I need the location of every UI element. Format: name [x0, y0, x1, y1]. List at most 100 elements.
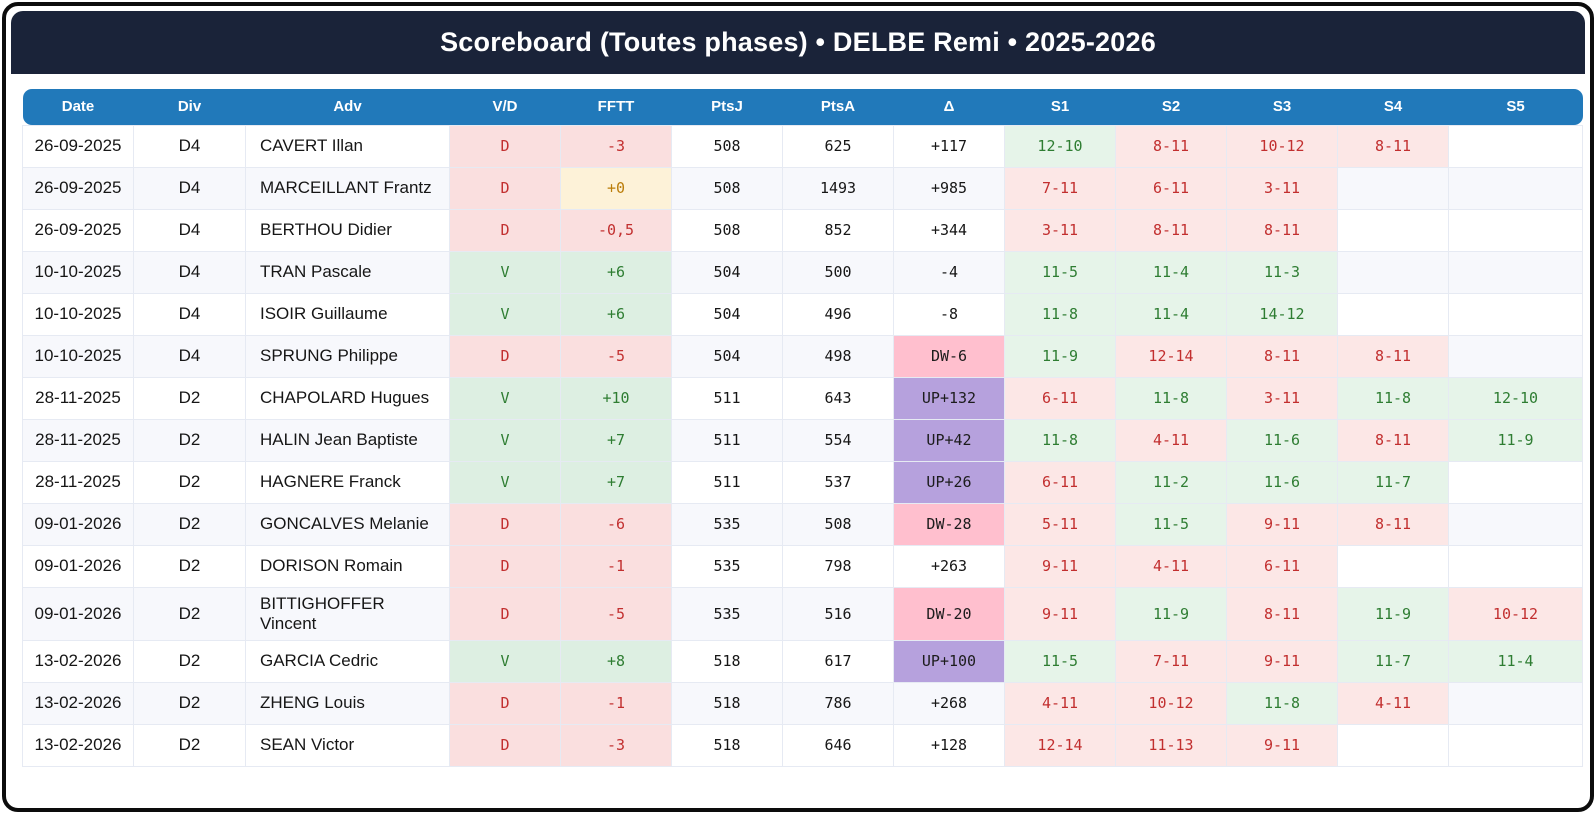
cell-delta: UP+100	[893, 639, 1005, 683]
cell-fftt-points: +10	[560, 376, 672, 420]
cell-adversary: MARCEILLANT Frantz	[245, 166, 450, 210]
cell-set-3: 9-11	[1226, 723, 1338, 767]
cell-set-2: 7-11	[1115, 639, 1227, 683]
cell-division: D2	[133, 681, 246, 725]
cell-set-3: 10-12	[1226, 124, 1338, 168]
header-row: Date Div Adv V/D FFTT PtsJ PtsA Δ S1 S2 S3 S4 S5	[22, 89, 1583, 125]
cell-set-1: 11-5	[1004, 639, 1116, 683]
cell-set-1: 11-8	[1004, 418, 1116, 462]
cell-set-2: 12-14	[1115, 334, 1227, 378]
cell-result: D	[449, 334, 561, 378]
cell-fftt-points: +7	[560, 460, 672, 504]
cell-delta: +117	[893, 124, 1005, 168]
cell-set-2: 10-12	[1115, 681, 1227, 725]
cell-points-adversary: 516	[782, 586, 894, 641]
cell-fftt-points: +7	[560, 418, 672, 462]
cell-fftt-points: -6	[560, 502, 672, 546]
cell-set-5	[1448, 460, 1583, 504]
cell-delta: +268	[893, 681, 1005, 725]
cell-points-player: 508	[671, 124, 783, 168]
cell-set-3: 8-11	[1226, 208, 1338, 252]
cell-adversary: HAGNERE Franck	[245, 460, 450, 504]
cell-points-player: 511	[671, 418, 783, 462]
cell-set-3: 9-11	[1226, 639, 1338, 683]
cell-set-3: 8-11	[1226, 334, 1338, 378]
cell-adversary: DORISON Romain	[245, 544, 450, 588]
table-row: 26-09-2025 D4 CAVERT Illan D -3 508 625 +117 12-…	[22, 124, 1583, 168]
cell-set-1: 12-10	[1004, 124, 1116, 168]
cell-points-player: 504	[671, 292, 783, 336]
cell-fftt-points: +6	[560, 292, 672, 336]
title-bar: Scoreboard (Toutes phases) • DELBE Remi …	[11, 11, 1585, 74]
cell-set-5	[1448, 681, 1583, 725]
cell-points-player: 518	[671, 639, 783, 683]
cell-result: V	[449, 418, 561, 462]
cell-delta: +985	[893, 166, 1005, 210]
cell-division: D4	[133, 124, 246, 168]
cell-points-player: 535	[671, 586, 783, 641]
cell-delta: UP+26	[893, 460, 1005, 504]
cell-set-5: 11-4	[1448, 639, 1583, 683]
cell-set-5	[1448, 334, 1583, 378]
cell-set-4	[1337, 292, 1449, 336]
cell-set-4: 11-9	[1337, 586, 1449, 641]
cell-delta: UP+42	[893, 418, 1005, 462]
cell-adversary: TRAN Pascale	[245, 250, 450, 294]
cell-set-1: 5-11	[1004, 502, 1116, 546]
cell-set-4	[1337, 544, 1449, 588]
cell-set-1: 9-11	[1004, 586, 1116, 641]
cell-points-player: 508	[671, 208, 783, 252]
cell-points-adversary: 786	[782, 681, 894, 725]
column-header-delta: Δ	[893, 89, 1005, 125]
cell-points-adversary: 554	[782, 418, 894, 462]
cell-date: 13-02-2026	[22, 681, 134, 725]
cell-set-5	[1448, 723, 1583, 767]
cell-result: D	[449, 586, 561, 641]
cell-set-1: 6-11	[1004, 376, 1116, 420]
cell-delta: +128	[893, 723, 1005, 767]
cell-fftt-points: -5	[560, 586, 672, 641]
cell-set-4: 8-11	[1337, 334, 1449, 378]
cell-set-3: 6-11	[1226, 544, 1338, 588]
cell-division: D2	[133, 723, 246, 767]
cell-points-player: 504	[671, 250, 783, 294]
cell-set-2: 11-4	[1115, 292, 1227, 336]
column-header-fftt: FFTT	[560, 89, 672, 125]
cell-points-adversary: 500	[782, 250, 894, 294]
cell-fftt-points: -3	[560, 723, 672, 767]
cell-result: D	[449, 502, 561, 546]
cell-points-adversary: 537	[782, 460, 894, 504]
cell-adversary: HALIN Jean Baptiste	[245, 418, 450, 462]
cell-fftt-points: +8	[560, 639, 672, 683]
cell-set-3: 9-11	[1226, 502, 1338, 546]
cell-date: 26-09-2025	[22, 166, 134, 210]
cell-adversary: GARCIA Cedric	[245, 639, 450, 683]
table-row: 10-10-2025 D4 SPRUNG Philippe D -5 504 498 DW-6…	[22, 334, 1583, 378]
cell-fftt-points: -1	[560, 544, 672, 588]
cell-set-5	[1448, 544, 1583, 588]
cell-set-5	[1448, 502, 1583, 546]
cell-division: D4	[133, 208, 246, 252]
table-row: 09-01-2026 D2 DORISON Romain D -1 535 798 +263 9…	[22, 544, 1583, 588]
cell-set-4	[1337, 166, 1449, 210]
cell-set-1: 4-11	[1004, 681, 1116, 725]
cell-points-player: 535	[671, 502, 783, 546]
cell-date: 26-09-2025	[22, 208, 134, 252]
cell-set-3: 3-11	[1226, 376, 1338, 420]
cell-fftt-points: -5	[560, 334, 672, 378]
cell-adversary: CAVERT Illan	[245, 124, 450, 168]
cell-result: D	[449, 208, 561, 252]
cell-date: 10-10-2025	[22, 250, 134, 294]
cell-date: 28-11-2025	[22, 460, 134, 504]
cell-points-player: 511	[671, 460, 783, 504]
cell-set-3: 3-11	[1226, 166, 1338, 210]
cell-set-3: 11-8	[1226, 681, 1338, 725]
cell-adversary: BERTHOU Didier	[245, 208, 450, 252]
cell-set-5	[1448, 166, 1583, 210]
cell-adversary: GONCALVES Melanie	[245, 502, 450, 546]
cell-points-adversary: 646	[782, 723, 894, 767]
cell-points-player: 511	[671, 376, 783, 420]
cell-result: V	[449, 376, 561, 420]
cell-points-adversary: 852	[782, 208, 894, 252]
